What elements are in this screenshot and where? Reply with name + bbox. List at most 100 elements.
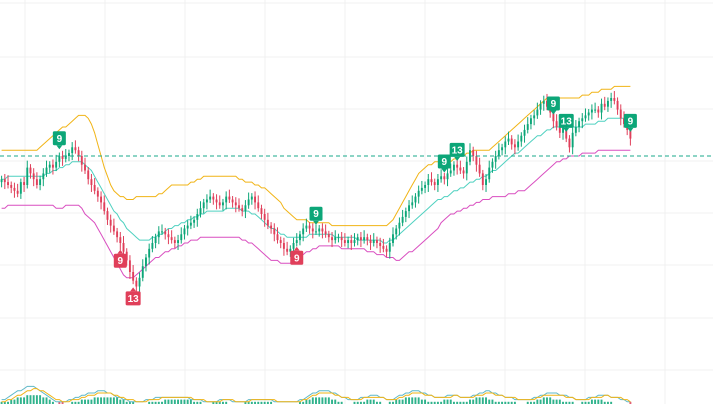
macd-histogram-bar [35,395,38,404]
candle-body [51,164,54,168]
macd-histogram-bar [189,399,192,404]
candle-body [388,243,391,252]
candle-body [7,182,9,185]
macd-histogram-bar [3,401,6,404]
candle-up [536,102,539,119]
candle-body [295,240,298,243]
macd-histogram-bar [411,397,414,404]
macd-histogram-bar [510,401,513,404]
candle-body [488,167,491,180]
candle-up [39,175,42,191]
candle-body [590,109,593,113]
candle-up [315,224,317,235]
candle-down [228,189,231,203]
candle-down [35,172,38,189]
macd-histogram-bar [116,397,119,404]
candle-up [392,227,394,247]
macd-histogram-bar [629,401,632,404]
macd-histogram-bar [315,397,317,404]
candle-up [401,209,404,227]
macd-histogram-bar [100,397,103,404]
candle-body [173,240,176,243]
candle-down [84,157,86,174]
td-marker-badge [309,206,323,221]
bollinger-lower-line [1,149,631,279]
candle-body [610,98,613,101]
td-marker-pointer [313,220,319,225]
candle-body [347,240,350,243]
macd-histogram-bar [151,401,154,404]
candle-body [19,182,22,194]
macd-histogram-bar [536,399,539,404]
candle-up [517,134,520,151]
td-marker-13: 13 [558,113,574,132]
candle-up [26,160,29,189]
candle-up [446,168,449,187]
candle-body [119,237,122,243]
candle-body [353,240,356,243]
candle-down [116,227,119,243]
macd-histogram-bar [157,401,160,404]
candle-body [520,135,523,142]
macd-histogram-bar [501,401,504,404]
candle-down [122,236,125,256]
candle-body [356,237,359,241]
candle-body [48,164,51,168]
candle-body [440,176,443,180]
macd-histogram-bar [173,399,176,404]
macd-histogram-bar [353,401,356,404]
candle-down [96,187,99,202]
candle-up [414,193,417,208]
candle-body [29,167,32,174]
candle-body [186,225,189,229]
candle-body [145,257,147,267]
macd-histogram-bar [199,401,202,404]
candle-body [135,280,138,287]
candle-down [619,104,622,126]
macd-histogram-bar [417,397,420,404]
candle-up [507,131,510,145]
candle-down [263,208,266,227]
candle-down [282,237,285,256]
macd-histogram-bar [584,401,587,404]
candle-body [286,248,289,252]
macd-histogram-bar [125,401,128,404]
macd-histogram-bar [167,399,170,404]
macd-histogram-bar [257,401,260,404]
candle-body [16,190,19,194]
candle-up [353,233,356,247]
candle-body [241,208,244,212]
candle-up [71,142,74,161]
macd-histogram-bar [456,401,459,404]
candle-body [340,237,343,241]
candle-down [32,168,35,187]
candle-up [302,223,305,242]
candle-down [170,230,173,244]
candle-down [238,198,240,212]
candle-up [318,225,321,237]
candle-down [375,236,378,249]
candle-body [74,147,77,151]
candle-up [247,192,250,209]
macd-histogram-bar [196,401,199,404]
macd-histogram-bar [93,397,96,404]
td-marker-label: 13 [561,116,573,127]
td-sequential-markers: 9 9 13 9 9 9 13 9 13 9 [52,96,637,306]
macd-histogram-bar [170,399,173,404]
candle-down [61,150,64,166]
candle-body [84,164,86,171]
candle-body [443,176,446,180]
candle-down [481,169,484,191]
macd-histogram-bar [90,399,93,404]
macd-histogram-bar [497,401,500,404]
macd-histogram-bar [539,399,542,404]
macd-histogram-bar [96,397,99,404]
candle-down [87,167,90,185]
candle-body [196,214,199,220]
candle-body [478,164,481,174]
candle-body [331,237,334,241]
candle-down [215,194,218,210]
candle-body [298,234,301,241]
candle-body [507,138,510,142]
macd-histogram-bar [51,401,54,404]
